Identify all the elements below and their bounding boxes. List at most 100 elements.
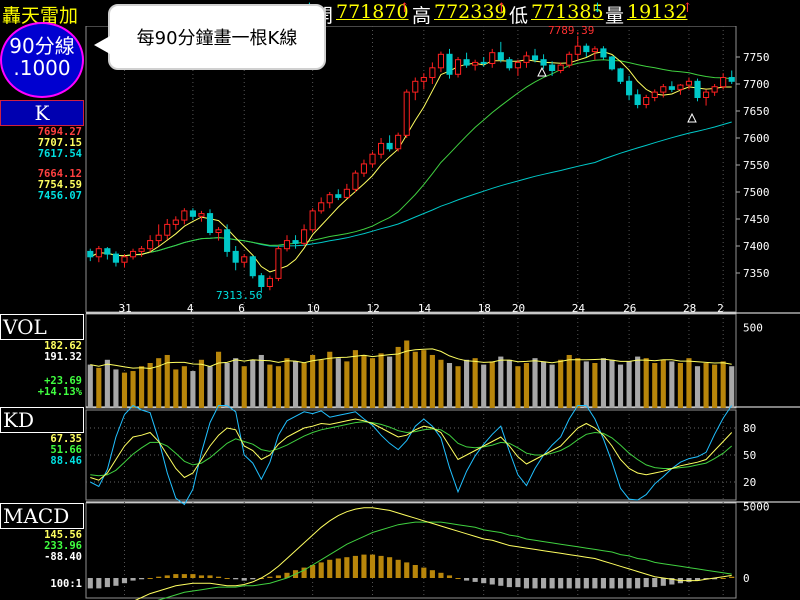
- volume-bar: [395, 346, 401, 408]
- volume-bar: [541, 361, 547, 408]
- kd-axis-label: 50: [743, 449, 756, 462]
- volume-bar: [720, 361, 726, 408]
- macd-histogram-bar: [506, 578, 512, 588]
- x-axis-label: 14: [418, 302, 432, 315]
- volume-bar: [404, 340, 410, 408]
- volume-bar: [677, 363, 683, 408]
- volume-bar: [224, 363, 230, 408]
- price-axis-label: 7350: [743, 267, 770, 280]
- period-badge[interactable]: 90分線 .1000: [0, 22, 84, 98]
- vol-value-1: 182.62: [44, 340, 82, 352]
- macd-histogram-bar: [729, 576, 735, 578]
- macd-histogram-bar: [181, 574, 187, 578]
- candle-body: [206, 213, 214, 234]
- volume-bar: [609, 359, 615, 408]
- low-annotation: 7313.56: [216, 289, 262, 302]
- candle-body: [583, 45, 590, 53]
- macd-histogram-bar: [378, 555, 384, 578]
- volume-bar: [635, 356, 641, 408]
- volume-bar: [489, 361, 495, 408]
- candle-body: [335, 194, 342, 198]
- k-value-2: 7707.15: [37, 137, 82, 149]
- kd-panel-label[interactable]: KD: [0, 407, 84, 433]
- candle-body: [480, 61, 487, 64]
- candle-body: [224, 229, 231, 252]
- vol-panel-label[interactable]: VOL: [0, 314, 84, 340]
- volume-bar: [660, 359, 666, 408]
- macd-histogram-bar: [575, 578, 581, 589]
- volume-bar: [87, 364, 93, 408]
- candle-body: [497, 52, 504, 61]
- kd-k-line: [90, 418, 733, 481]
- price-axis-label: 7700: [743, 78, 770, 91]
- volume-bar: [523, 363, 530, 408]
- macd-histogram-bar: [267, 576, 273, 578]
- volume-bar: [96, 367, 102, 408]
- macd-axis-label: 5000: [743, 501, 770, 514]
- candle-body: [703, 91, 710, 98]
- macd-histogram-bar: [652, 578, 658, 588]
- macd-histogram-bar: [592, 578, 598, 589]
- candle-body: [155, 234, 162, 242]
- kd-value-1: 67.35: [50, 433, 82, 445]
- volume-bar: [421, 350, 427, 408]
- macd-histogram-bar: [190, 574, 196, 578]
- candle-body: [215, 229, 222, 234]
- volume-bar: [438, 359, 444, 408]
- candle-body: [87, 250, 94, 258]
- candle-body: [189, 210, 196, 217]
- price-axis-label: 7650: [743, 105, 770, 118]
- macd-values: 145.56 233.96 -88.40 100:1: [0, 530, 84, 590]
- k-value-5: 7754.59: [37, 179, 82, 191]
- macd-histogram-bar: [472, 578, 478, 582]
- candle-body: [677, 84, 684, 90]
- x-axis-label: 26: [623, 302, 636, 315]
- kd-axis-label: 80: [743, 422, 756, 435]
- macd-histogram-bar: [387, 557, 393, 578]
- candle-body: [643, 97, 650, 106]
- macd-histogram-bar: [241, 578, 247, 581]
- candle-body: [694, 80, 701, 99]
- volume-bar: [643, 358, 649, 408]
- x-axis-label: 6: [238, 302, 245, 315]
- ma-short-line: [90, 51, 732, 273]
- candle-body: [591, 48, 598, 53]
- candle-body: [557, 64, 564, 71]
- volume-bar: [113, 369, 119, 408]
- k-value-1: 7694.27: [37, 126, 82, 138]
- macd-histogram-bar: [720, 578, 726, 579]
- macd-histogram-bar: [566, 578, 572, 589]
- macd-histogram-bar: [130, 578, 136, 581]
- macd-panel-label[interactable]: MACD: [0, 503, 84, 529]
- x-axis-label: 18: [478, 302, 491, 315]
- volume-bar: [173, 369, 179, 408]
- macd-histogram-bar: [284, 572, 290, 578]
- macd-histogram-bar: [335, 558, 341, 578]
- vol-value-2: 191.32: [44, 351, 82, 363]
- candle-body: [318, 202, 325, 212]
- candle-body: [360, 163, 368, 174]
- macd-histogram-bar: [395, 559, 401, 578]
- candle-body: [343, 188, 350, 198]
- ma-mid-line: [90, 59, 732, 258]
- volume-bar: [703, 363, 709, 408]
- candle-body: [420, 77, 427, 82]
- macd-histogram-bar: [301, 567, 307, 578]
- open-value: 771870: [336, 1, 409, 23]
- vol-value-4: +14.13%: [37, 386, 82, 398]
- k-panel-label[interactable]: K: [0, 100, 84, 126]
- macd-histogram-bar: [173, 574, 179, 578]
- macd-histogram-bar: [352, 555, 358, 578]
- candle-body: [95, 248, 102, 258]
- volume-bar: [301, 363, 307, 408]
- macd-histogram-bar: [421, 567, 427, 578]
- price-axis-label: 7550: [743, 159, 770, 172]
- volume-bar: [515, 366, 521, 408]
- macd-histogram-bar: [712, 578, 718, 580]
- volume-bar: [267, 364, 273, 408]
- volume-bar: [181, 366, 187, 408]
- volume-bar: [258, 354, 264, 408]
- volume-bar: [600, 358, 606, 408]
- candle-body: [566, 53, 573, 66]
